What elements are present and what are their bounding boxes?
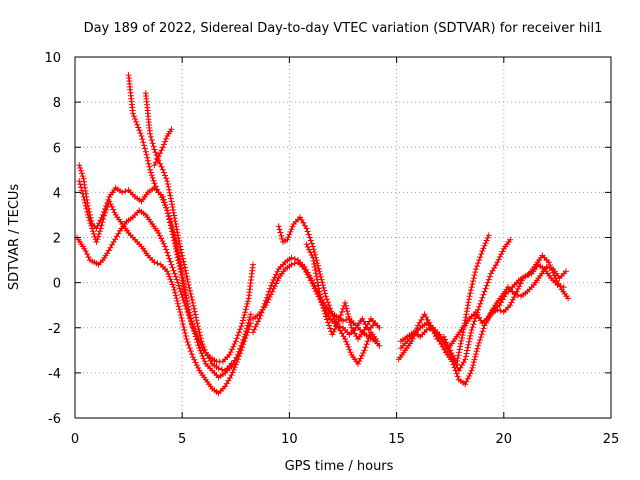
y-tick-label: 10	[44, 51, 61, 66]
series-markers	[125, 72, 196, 331]
tick-labels: 0 5 10 15 20 25 -6 -4 -2 0 2 4 6 8 10	[44, 51, 619, 447]
y-tick-label: 2	[53, 232, 61, 247]
chart-title: Day 189 of 2022, Sidereal Day-to-day VTE…	[84, 21, 603, 36]
x-tick-label: 5	[178, 432, 186, 447]
y-tick-label: -6	[48, 412, 61, 427]
y-tick-label: 6	[53, 141, 61, 156]
x-tick-label: 10	[281, 432, 298, 447]
series-arc-1	[74, 207, 256, 365]
series-arc-9	[275, 214, 381, 367]
x-tick-label: 0	[71, 432, 79, 447]
series-markers	[397, 236, 514, 374]
series-arc-12	[397, 236, 514, 374]
series-arc-15	[483, 261, 567, 324]
series-markers	[303, 241, 381, 342]
y-axis-label: SDTVAR / TECUs	[7, 184, 22, 291]
series-arc-4	[125, 72, 196, 331]
x-tick-label: 15	[388, 432, 405, 447]
series-line	[277, 216, 378, 365]
series-line	[76, 209, 254, 363]
y-tick-label: 0	[53, 277, 61, 292]
axis-ticks	[74, 56, 612, 419]
y-tick-label: -4	[48, 367, 61, 382]
series-arc-10	[303, 241, 381, 342]
gridlines	[75, 57, 611, 418]
series-markers	[76, 178, 254, 397]
y-tick-label: -2	[48, 322, 61, 337]
x-tick-label: 25	[603, 432, 620, 447]
x-axis-label: GPS time / hours	[285, 459, 394, 474]
y-tick-label: 4	[53, 186, 61, 201]
series-markers	[151, 126, 175, 169]
series-arc-6	[151, 126, 175, 169]
series-arc-3	[76, 178, 254, 397]
series-markers	[483, 261, 567, 324]
y-tick-label: 8	[53, 96, 61, 111]
data-series	[74, 72, 572, 397]
x-tick-label: 20	[496, 432, 513, 447]
series-line	[400, 239, 511, 372]
series-markers	[275, 214, 381, 367]
